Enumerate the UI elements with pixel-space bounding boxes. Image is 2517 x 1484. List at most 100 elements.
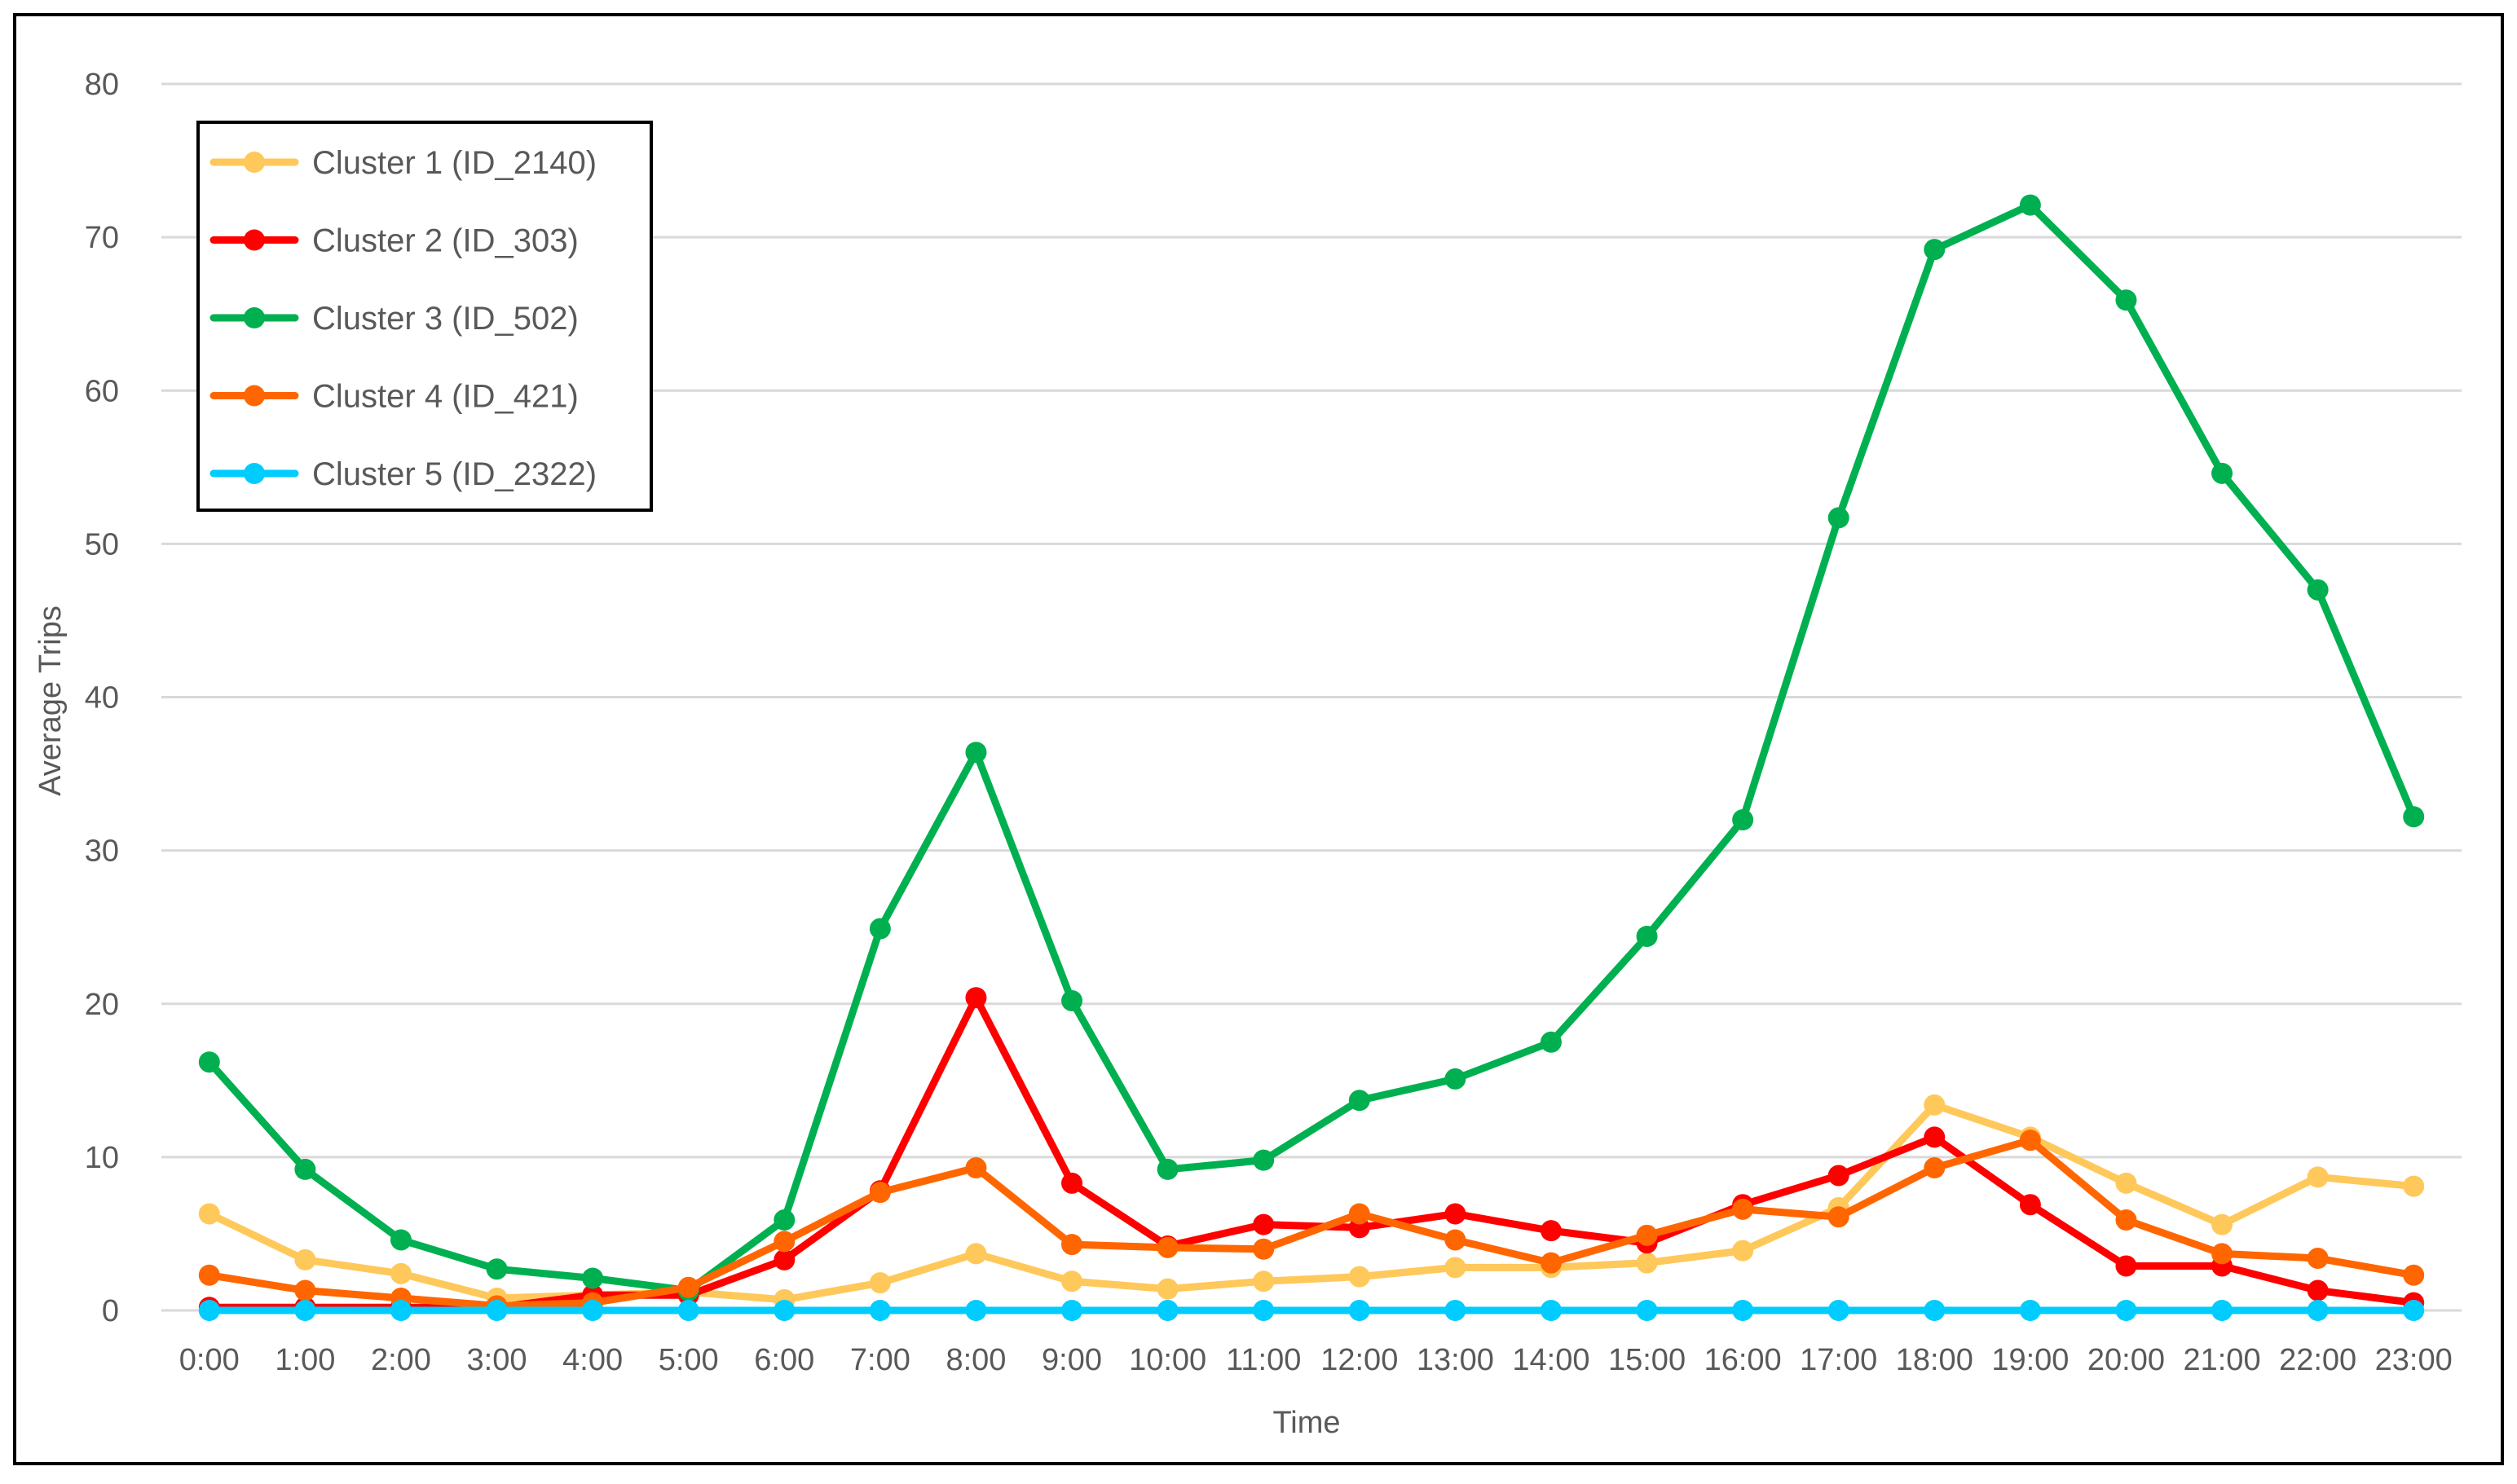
y-axis-ticks: 0 10 20 30 40 50 60 70 80 [85,68,119,1328]
y-axis-title: Average Trips [33,605,68,796]
data-point [774,1231,796,1253]
data-point [1732,1198,1754,1220]
data-point [2403,1175,2425,1197]
data-point [2403,806,2425,828]
data-point [2211,462,2233,484]
data-point [1253,1213,1275,1235]
x-tick-label: 14:00 [1512,1343,1589,1377]
data-point [390,1229,412,1251]
x-tick-label: 23:00 [2375,1343,2453,1377]
x-tick-label: 7:00 [850,1343,910,1377]
data-point [2307,579,2329,601]
y-tick-label: 50 [85,527,119,561]
data-point [486,1258,508,1280]
data-point [198,1300,220,1321]
data-point [1924,1094,1946,1116]
legend: Cluster 1 (ID_2140) Cluster 2 (ID_303) Clu… [196,121,653,512]
data-point [1444,1203,1466,1225]
series-5 [198,1300,2425,1321]
x-tick-label: 11:00 [1226,1343,1301,1377]
data-point [774,1300,796,1321]
data-point [1924,1126,1946,1148]
y-tick-label: 40 [85,681,119,716]
x-tick-label: 4:00 [562,1343,623,1377]
x-tick-label: 5:00 [659,1343,719,1377]
data-point [1444,1068,1466,1090]
data-point [2307,1279,2329,1301]
data-point [2115,1255,2137,1277]
x-tick-label: 18:00 [1896,1343,1973,1377]
data-point [294,1158,316,1180]
data-point [1636,1300,1658,1321]
x-axis-ticks: 0:00 1:00 2:00 3:00 4:00 5:00 6:00 7:00 8:00 9:00… [179,1343,2453,1377]
x-tick-label: 19:00 [1991,1343,2069,1377]
y-tick-label: 80 [85,68,119,102]
data-point [2211,1243,2233,1265]
y-tick-label: 30 [85,834,119,869]
data-point [1061,1270,1083,1292]
data-point [2403,1300,2425,1321]
x-tick-label: 17:00 [1800,1343,1877,1377]
x-tick-label: 0:00 [179,1343,240,1377]
legend-label: Cluster 5 (ID_2322) [312,456,597,492]
x-tick-label: 2:00 [371,1343,431,1377]
x-tick-label: 9:00 [1042,1343,1102,1377]
data-point [294,1248,316,1270]
data-point [869,918,891,940]
data-point [1636,1224,1658,1246]
legend-swatch-marker [244,463,265,484]
data-point [1540,1300,1562,1321]
x-tick-label: 8:00 [946,1343,1006,1377]
data-point [2307,1166,2329,1188]
data-point [1827,1300,1849,1321]
data-point [2115,289,2137,311]
data-point [1636,1252,1658,1274]
data-point [869,1300,891,1321]
series-lines [198,194,2425,1321]
data-point [390,1262,412,1284]
legend-swatch-marker [244,385,265,407]
series-3 [198,194,2425,1301]
x-axis-title: Time [1272,1406,1340,1440]
data-point [1732,1240,1754,1262]
data-point [1253,1270,1275,1292]
x-tick-label: 22:00 [2279,1343,2356,1377]
x-tick-label: 12:00 [1320,1343,1398,1377]
x-tick-label: 6:00 [754,1343,814,1377]
data-point [582,1300,604,1321]
data-point [2211,1213,2233,1235]
legend-entries: Cluster 1 (ID_2140) Cluster 2 (ID_303) Clu… [209,145,597,492]
data-point [1540,1252,1562,1274]
data-point [1348,1266,1370,1288]
data-point [677,1300,699,1321]
data-point [390,1300,412,1321]
data-point [2019,1130,2041,1152]
data-point [486,1300,508,1321]
data-point [2019,194,2041,216]
data-point [965,742,987,764]
data-point [1827,507,1849,529]
data-point [1157,1158,1179,1180]
data-point [1540,1031,1562,1053]
data-point [1157,1300,1179,1321]
data-point [677,1276,699,1298]
legend-entry: Cluster 3 (ID_502) [209,301,579,337]
y-tick-label: 10 [85,1141,119,1175]
data-point [1827,1206,1849,1228]
x-tick-label: 3:00 [467,1343,527,1377]
data-point [294,1300,316,1321]
x-tick-label: 10:00 [1129,1343,1206,1377]
y-tick-label: 20 [85,988,119,1022]
y-tick-label: 0 [102,1294,119,1328]
data-point [198,1051,220,1073]
data-point [582,1267,604,1289]
data-point [2211,1300,2233,1321]
data-point [965,1300,987,1321]
legend-label: Cluster 4 (ID_421) [312,379,579,415]
x-tick-label: 13:00 [1417,1343,1494,1377]
y-tick-label: 70 [85,221,119,255]
x-tick-label: 1:00 [275,1343,335,1377]
data-point [1540,1220,1562,1242]
data-point [965,987,987,1009]
